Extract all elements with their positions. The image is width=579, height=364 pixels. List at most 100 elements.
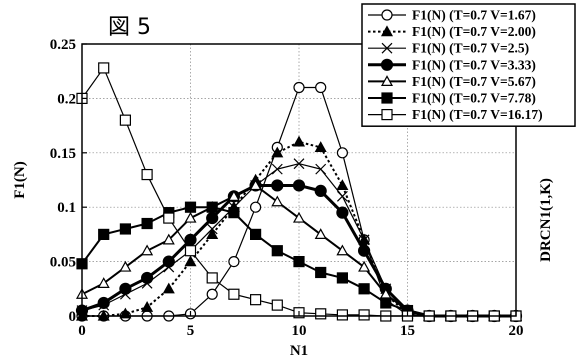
- data-point: [271, 179, 284, 192]
- data-point: [119, 282, 132, 295]
- data-point: [141, 301, 154, 312]
- data-point: [141, 271, 154, 285]
- data-point: [119, 223, 132, 235]
- axis-ticks: 0 5 10 15 20 0 0.05 0.1 0.15 0.2 0.25: [50, 37, 524, 339]
- data-point: [336, 206, 349, 219]
- y-axis-label-right: DRCN1(1,K): [538, 178, 554, 262]
- data-point: [315, 266, 327, 279]
- data-point: [249, 179, 262, 191]
- data-point: [119, 260, 132, 272]
- data-point: [336, 272, 348, 284]
- data-point: [162, 233, 175, 245]
- data-point: [336, 244, 349, 256]
- data-point: [292, 211, 306, 223]
- data-point: [315, 81, 327, 94]
- data-point: [162, 255, 175, 268]
- data-point: [250, 201, 262, 213]
- data-point: [98, 228, 110, 240]
- legend-label: F1(N) (T=0.7 V=1.67): [412, 8, 536, 23]
- data-point: [358, 283, 370, 295]
- data-point: [119, 114, 132, 126]
- data-point: [271, 146, 284, 158]
- legend-label: F1(N) (T=0.7 V=7.78): [412, 91, 536, 106]
- legend-entry: F1(N) (T=0.7 V=5.67): [368, 74, 536, 89]
- data-point: [271, 245, 283, 257]
- data-point: [271, 163, 283, 175]
- data-point: [162, 282, 175, 294]
- legend-label: F1(N) (T=0.7 V=16.17): [412, 107, 543, 122]
- data-point: [184, 201, 197, 213]
- legend: F1(N) (T=0.7 V=1.67)F1(N) (T=0.7 V=2.00)…: [361, 3, 576, 127]
- y-tick-label: 0.2: [57, 91, 76, 107]
- legend-entry: F1(N) (T=0.7 V=2.00): [368, 24, 536, 39]
- data-point: [314, 228, 327, 239]
- data-point: [380, 75, 394, 87]
- x-tick-label: 10: [292, 323, 307, 339]
- data-point: [315, 163, 327, 175]
- y-tick-label: 0.1: [57, 200, 76, 216]
- x-tick-label: 15: [400, 323, 415, 339]
- data-point: [250, 294, 262, 306]
- data-point: [380, 297, 392, 309]
- legend-label: F1(N) (T=0.7 V=2.00): [412, 24, 536, 39]
- x-tick-label: 20: [509, 323, 524, 339]
- y-tick-label: 0: [69, 309, 77, 325]
- legend-label: F1(N) (T=0.7 V=5.67): [412, 74, 536, 89]
- data-point: [97, 296, 110, 310]
- data-point: [380, 58, 394, 71]
- data-point: [336, 179, 349, 191]
- data-point: [141, 244, 154, 256]
- data-point: [227, 190, 240, 201]
- data-point: [293, 256, 305, 268]
- data-point: [271, 195, 284, 207]
- legend-entry: F1(N) (T=0.7 V=1.67): [368, 8, 536, 23]
- data-point: [206, 288, 218, 300]
- legend-entry: F1(N) (T=0.7 V=2.5): [368, 41, 529, 56]
- data-point: [206, 272, 218, 284]
- data-point: [293, 81, 305, 94]
- x-axis-label: N1: [290, 343, 308, 359]
- data-point: [250, 228, 262, 240]
- data-point: [206, 223, 218, 235]
- data-point: [381, 108, 393, 121]
- data-point: [358, 244, 371, 257]
- data-point: [163, 212, 175, 224]
- data-point: [98, 62, 110, 74]
- data-point: [206, 201, 218, 213]
- data-point: [271, 299, 283, 311]
- data-point: [184, 255, 197, 267]
- y-tick-label: 0.25: [50, 37, 76, 53]
- y-tick-label: 0.05: [50, 255, 76, 271]
- data-point: [228, 288, 240, 300]
- y-tick-label: 0.15: [50, 146, 76, 162]
- data-point: [292, 179, 306, 192]
- legend-entry: F1(N) (T=0.7 V=3.33): [368, 57, 536, 72]
- data-point: [336, 147, 348, 159]
- data-point: [381, 92, 393, 104]
- data-point: [206, 228, 219, 239]
- data-point: [358, 309, 370, 321]
- legend-label: F1(N) (T=0.7 V=3.33): [412, 57, 536, 72]
- data-point: [97, 277, 110, 288]
- y-axis-label: F1(N): [12, 161, 28, 199]
- x-tick-label: 0: [78, 323, 86, 339]
- data-point: [141, 217, 153, 230]
- figure-annotation: 図 5: [108, 15, 151, 40]
- legend-label: F1(N) (T=0.7 V=2.5): [412, 41, 529, 56]
- data-point: [184, 233, 197, 246]
- data-point: [292, 135, 306, 147]
- data-point: [206, 211, 219, 225]
- data-point: [381, 42, 393, 54]
- data-point: [228, 207, 240, 219]
- data-point: [381, 9, 393, 21]
- data-point: [141, 168, 153, 181]
- x-tick-label: 5: [187, 323, 195, 339]
- data-point: [314, 141, 327, 152]
- data-point: [315, 308, 327, 320]
- data-point: [228, 256, 240, 268]
- series: [75, 179, 523, 321]
- data-point: [293, 158, 305, 170]
- data-point: [358, 260, 371, 272]
- data-point: [184, 211, 197, 223]
